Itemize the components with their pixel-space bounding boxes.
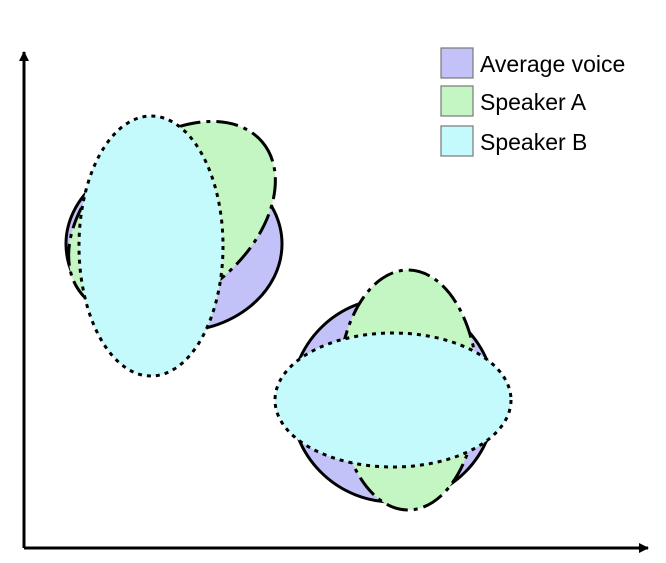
legend: Average voice Speaker A Speaker B: [440, 47, 625, 157]
speaker-b-ellipse: [273, 331, 513, 469]
cluster-lower-right: [273, 268, 513, 512]
speaker-b-ellipse: [77, 114, 225, 378]
cluster-upper-left: [64, 114, 284, 378]
legend-item-speaker-a: Speaker A: [440, 85, 587, 117]
legend-swatch: [440, 125, 474, 157]
legend-label: Average voice: [480, 51, 625, 77]
legend-label: Speaker B: [480, 129, 587, 155]
legend-label: Speaker A: [480, 89, 587, 115]
legend-swatch: [440, 47, 474, 79]
legend-item-average-voice: Average voice: [440, 47, 625, 79]
legend-item-speaker-b: Speaker B: [440, 125, 587, 157]
legend-swatch: [440, 85, 474, 117]
